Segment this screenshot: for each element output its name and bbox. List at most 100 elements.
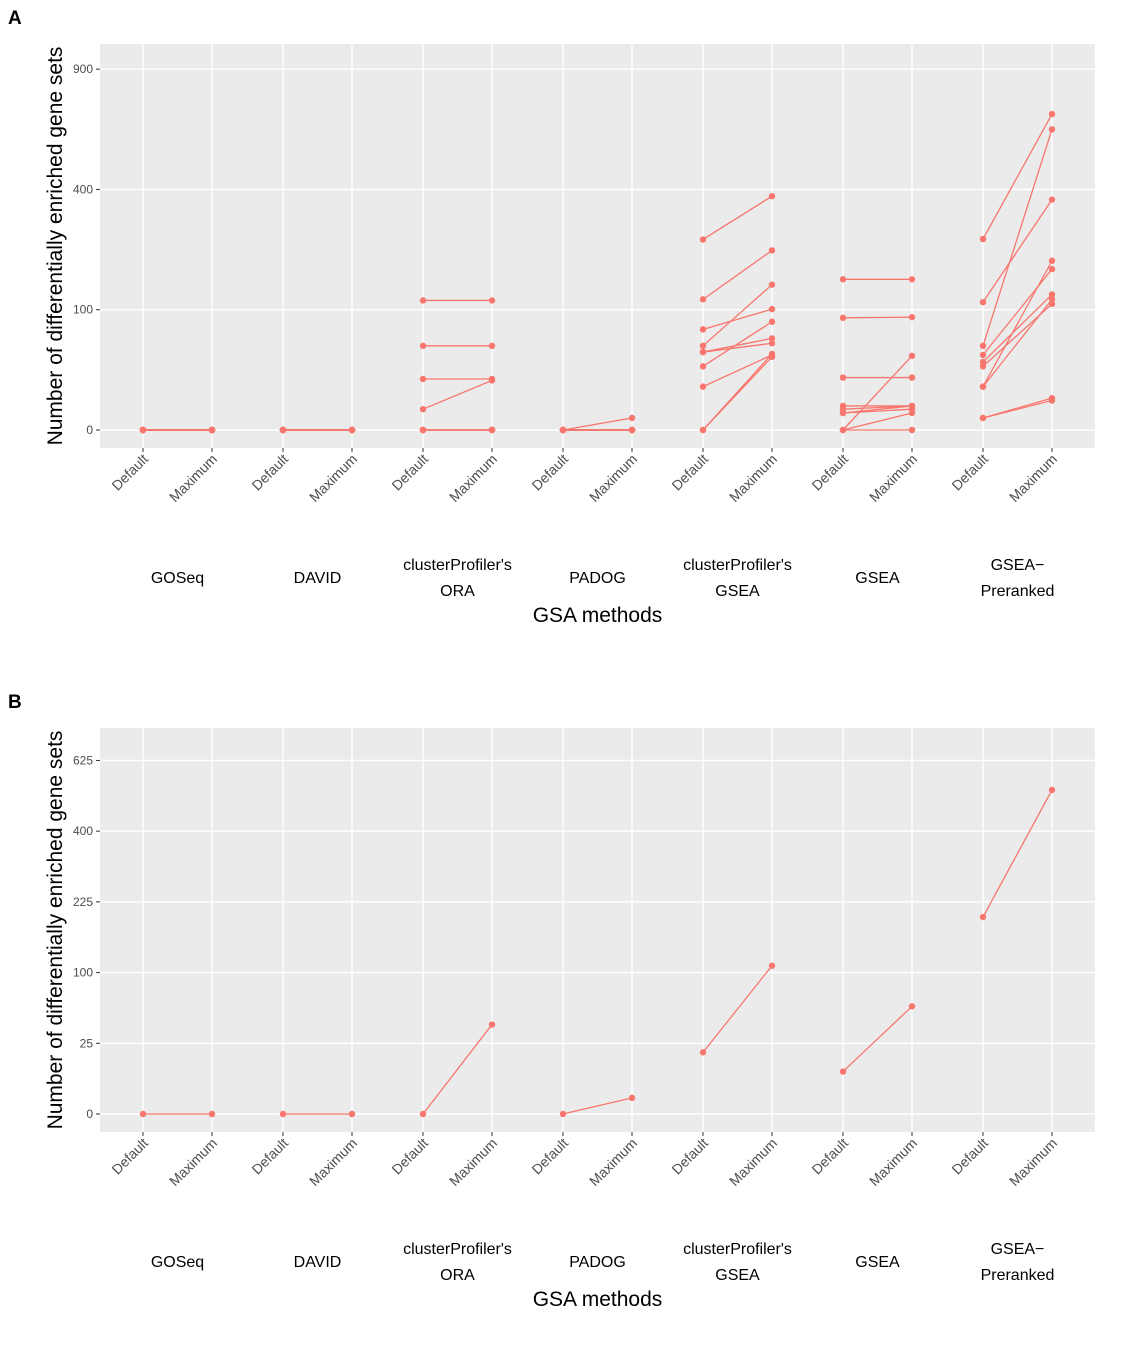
x-tick-label: Maximum (586, 451, 640, 505)
group-label-line: clusterProfiler's (403, 557, 512, 574)
group-label: PADOG (569, 570, 626, 587)
group-label: PADOG (569, 1254, 626, 1271)
data-point-default (419, 405, 427, 413)
data-point-default (699, 1049, 707, 1056)
data-point-default (839, 314, 847, 322)
y-tick-label: 0 (86, 1107, 93, 1121)
x-tick-label: Maximum (586, 1135, 640, 1189)
group-label-line: GSEA (855, 1254, 900, 1271)
data-point-default (419, 297, 427, 304)
data-point-default (839, 374, 847, 381)
x-tick-label: Maximum (866, 451, 920, 505)
panel-label: A (8, 8, 22, 29)
data-point-default (699, 296, 707, 303)
x-tick-label: Default (388, 1135, 431, 1178)
group-label-line: GSEA (715, 1267, 760, 1284)
series-line (702, 308, 773, 330)
series-line (842, 1005, 913, 1073)
data-point-maximum (908, 313, 916, 321)
x-tick-label: Default (108, 451, 151, 494)
data-point-default (839, 276, 847, 283)
data-point-default (979, 351, 987, 359)
data-point-maximum (768, 962, 776, 969)
group-label: DAVID (294, 1254, 342, 1271)
series-line (982, 293, 1053, 363)
data-point-maximum (488, 377, 496, 384)
series-line (842, 355, 913, 431)
x-tick-label: Maximum (306, 451, 360, 505)
x-axis-title: GSA methods (533, 1288, 663, 1311)
panel-a: A 0 100 400 900 Default Maximum GOSeq Default Max… (8, 8, 1095, 627)
x-tick-label: Maximum (306, 1135, 360, 1189)
series-line (702, 321, 773, 367)
x-tick-label: Maximum (1006, 451, 1060, 505)
group-label-line: GOSeq (151, 1254, 204, 1271)
group-label-line: DAVID (294, 1254, 342, 1271)
y-tick-label: 225 (73, 895, 93, 909)
group-label-line: GSEA− (991, 1241, 1045, 1258)
data-point-maximum (628, 414, 636, 422)
x-tick-label: Default (248, 451, 291, 494)
y-tick-label: 900 (73, 62, 93, 76)
y-tick-label: 100 (73, 966, 93, 980)
data-point-maximum (348, 426, 356, 434)
y-tick-label: 25 (80, 1036, 94, 1050)
data-point-default (979, 383, 987, 390)
data-point-maximum (1048, 296, 1056, 303)
data-point-default (839, 426, 847, 434)
data-point-maximum (208, 1110, 216, 1118)
data-point-default (699, 348, 707, 356)
data-point-default (979, 342, 987, 350)
data-point-maximum (908, 374, 916, 381)
series-line (982, 260, 1053, 387)
x-tick-label: Default (948, 451, 991, 494)
data-point-default (419, 375, 427, 383)
data-point-default (979, 358, 987, 366)
data-point-maximum (768, 305, 776, 313)
x-tick-label: Default (948, 1135, 991, 1178)
data-point-maximum (908, 1003, 916, 1010)
group-label-line: GSEA− (991, 557, 1045, 574)
y-tick-label: 0 (86, 423, 93, 437)
group-label: DAVID (294, 570, 342, 587)
data-point-maximum (768, 353, 776, 361)
series-line (702, 249, 773, 300)
x-tick-label: Maximum (166, 451, 220, 505)
data-point-maximum (1048, 786, 1056, 794)
group-label-line: clusterProfiler's (403, 1241, 512, 1258)
group-label: GSEA (855, 570, 900, 587)
x-tick-label: Default (528, 451, 571, 494)
data-point-default (699, 426, 707, 434)
series-line (562, 1097, 633, 1115)
data-point-maximum (1048, 110, 1056, 118)
data-point-maximum (488, 342, 496, 350)
data-point-maximum (1048, 196, 1056, 203)
data-point-maximum (208, 426, 216, 434)
y-tick-label: 625 (73, 753, 93, 767)
data-point-maximum (628, 426, 636, 434)
x-tick-label: Default (668, 451, 711, 494)
series-line (702, 965, 773, 1053)
group-label-line: GOSeq (151, 570, 204, 587)
panel-label: B (8, 692, 22, 713)
data-point-default (979, 363, 987, 370)
data-point-default (839, 409, 847, 417)
data-point-default (699, 236, 707, 243)
group-label: GOSeq (151, 570, 204, 587)
series-line (842, 408, 913, 414)
data-point-default (419, 1110, 427, 1118)
series-line (702, 337, 773, 353)
series-line (702, 342, 773, 353)
y-tick-label: 100 (73, 303, 93, 317)
data-point-default (139, 426, 147, 434)
group-label-line: Preranked (981, 1267, 1055, 1284)
group-label: clusterProfiler's GSEA (683, 557, 792, 600)
data-point-maximum (908, 409, 916, 417)
x-tick-label: Maximum (1006, 1135, 1060, 1189)
data-point-maximum (348, 1110, 356, 1118)
x-tick-label: Maximum (726, 451, 780, 505)
data-point-maximum (768, 281, 776, 288)
data-point-default (979, 298, 987, 306)
group-label: GSEA (855, 1254, 900, 1271)
